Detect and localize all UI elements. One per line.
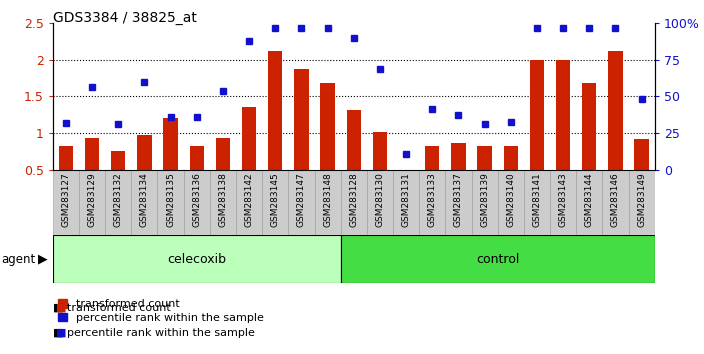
Bar: [53, 235, 341, 283]
Text: GSM283131: GSM283131: [401, 172, 410, 227]
Text: GSM283127: GSM283127: [61, 172, 70, 227]
Bar: [268, 51, 282, 170]
Bar: [556, 60, 570, 170]
Text: GSM283130: GSM283130: [375, 172, 384, 227]
Text: ■: ■: [56, 328, 67, 338]
Bar: [529, 60, 544, 170]
Bar: [346, 110, 361, 170]
Bar: [53, 170, 79, 235]
Bar: [582, 83, 596, 170]
Bar: [242, 108, 256, 170]
Bar: [451, 143, 465, 170]
Text: control: control: [476, 253, 520, 266]
Text: ■ transformed count: ■ transformed count: [53, 303, 170, 313]
Bar: [85, 138, 99, 170]
Bar: [550, 170, 576, 235]
Text: GSM283133: GSM283133: [428, 172, 436, 227]
Text: ■ percentile rank within the sample: ■ percentile rank within the sample: [53, 328, 255, 338]
Bar: [289, 170, 315, 235]
Bar: [629, 170, 655, 235]
Text: GSM283136: GSM283136: [192, 172, 201, 227]
Bar: [603, 170, 629, 235]
Text: GSM283135: GSM283135: [166, 172, 175, 227]
Bar: [210, 170, 236, 235]
Text: GSM283128: GSM283128: [349, 172, 358, 227]
Bar: [524, 170, 550, 235]
Bar: [158, 170, 184, 235]
Bar: [425, 147, 439, 170]
Text: GSM283132: GSM283132: [114, 172, 122, 227]
Bar: [341, 235, 655, 283]
Bar: [576, 170, 603, 235]
Legend: transformed count, percentile rank within the sample: transformed count, percentile rank withi…: [58, 299, 264, 323]
Bar: [341, 170, 367, 235]
Bar: [503, 147, 518, 170]
Bar: [105, 170, 132, 235]
Text: GSM283138: GSM283138: [218, 172, 227, 227]
Bar: [58, 147, 73, 170]
Text: GSM283149: GSM283149: [637, 172, 646, 227]
Bar: [294, 69, 308, 170]
Text: ▶: ▶: [38, 253, 48, 266]
Bar: [419, 170, 446, 235]
Bar: [446, 170, 472, 235]
Text: GSM283141: GSM283141: [532, 172, 541, 227]
Text: ■: ■: [56, 303, 67, 313]
Text: GDS3384 / 38825_at: GDS3384 / 38825_at: [53, 11, 196, 25]
Text: celecoxib: celecoxib: [168, 253, 226, 266]
Text: agent: agent: [1, 253, 36, 266]
Text: GSM283142: GSM283142: [244, 172, 253, 227]
Text: GSM283139: GSM283139: [480, 172, 489, 227]
Text: GSM283144: GSM283144: [585, 172, 593, 227]
Text: GSM283148: GSM283148: [323, 172, 332, 227]
Bar: [137, 135, 151, 170]
Text: GSM283140: GSM283140: [506, 172, 515, 227]
Bar: [189, 147, 204, 170]
Bar: [163, 118, 178, 170]
Bar: [184, 170, 210, 235]
Bar: [315, 170, 341, 235]
Text: GSM283143: GSM283143: [558, 172, 567, 227]
Bar: [372, 132, 387, 170]
Text: GSM283137: GSM283137: [454, 172, 463, 227]
Bar: [393, 170, 419, 235]
Text: GSM283147: GSM283147: [297, 172, 306, 227]
Bar: [472, 170, 498, 235]
Text: GSM283134: GSM283134: [140, 172, 149, 227]
Bar: [236, 170, 262, 235]
Text: GSM283129: GSM283129: [87, 172, 96, 227]
Bar: [477, 147, 492, 170]
Bar: [498, 170, 524, 235]
Bar: [132, 170, 158, 235]
Bar: [608, 51, 622, 170]
Text: GSM283145: GSM283145: [271, 172, 279, 227]
Bar: [634, 139, 649, 170]
Bar: [79, 170, 105, 235]
Bar: [320, 83, 335, 170]
Bar: [111, 151, 125, 170]
Bar: [367, 170, 393, 235]
Text: GSM283146: GSM283146: [611, 172, 620, 227]
Bar: [262, 170, 289, 235]
Bar: [215, 138, 230, 170]
